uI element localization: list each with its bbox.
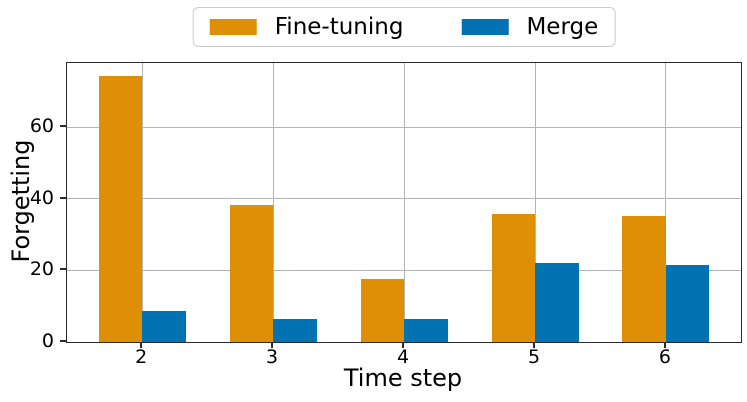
bar-merge-3 [273,318,317,342]
bar-merge-5 [535,262,579,342]
legend: Fine-tuning Merge [192,7,616,47]
x-tick-label-4: 4 [397,346,410,368]
bar-fine-tuning-3 [229,205,274,342]
y-tick-mark-0 [60,340,66,342]
v-gridline-5 [534,63,536,342]
bar-fine-tuning-4 [360,279,405,342]
bar-fine-tuning-6 [622,216,666,342]
y-tick-mark-60 [60,125,66,128]
legend-label-merge: Merge [526,13,599,40]
y-tick-label-40: 40 [29,186,54,209]
y-tick-label-0: 0 [41,330,54,352]
x-tick-label-3: 3 [266,346,279,368]
x-tick-label-6: 6 [658,346,672,368]
x-axis-label: Time step [343,364,463,392]
legend-item-merge: Merge [461,13,599,40]
x-tick-mark-3 [271,342,274,348]
x-tick-mark-5 [533,342,536,348]
fine-tuning-swatch-icon [209,19,257,35]
x-tick-mark-2 [140,342,143,348]
v-gridline-4 [403,63,405,342]
v-gridline-2 [141,63,143,342]
y-tick-label-60: 60 [29,115,54,138]
bar-merge-4 [404,319,448,342]
bar-fine-tuning-2 [98,76,143,342]
legend-label-fine-tuning: Fine-tuning [274,13,404,40]
bar-merge-2 [142,311,186,342]
bar-fine-tuning-5 [491,214,536,342]
y-tick-mark-40 [60,196,66,199]
bar-merge-6 [665,265,710,342]
y-tick-mark-20 [60,268,66,271]
x-tick-mark-4 [402,342,405,348]
plot-area [66,62,742,343]
x-tick-mark-6 [663,342,666,348]
x-tick-label-2: 2 [135,346,148,368]
merge-swatch-icon [461,19,509,35]
v-gridline-6 [665,63,667,342]
v-gridline-3 [272,63,274,342]
legend-item-fine-tuning: Fine-tuning [209,13,404,40]
y-tick-label-20: 20 [29,258,54,281]
x-tick-label-5: 5 [527,346,541,368]
y-axis-label: Forgetting [7,139,35,263]
